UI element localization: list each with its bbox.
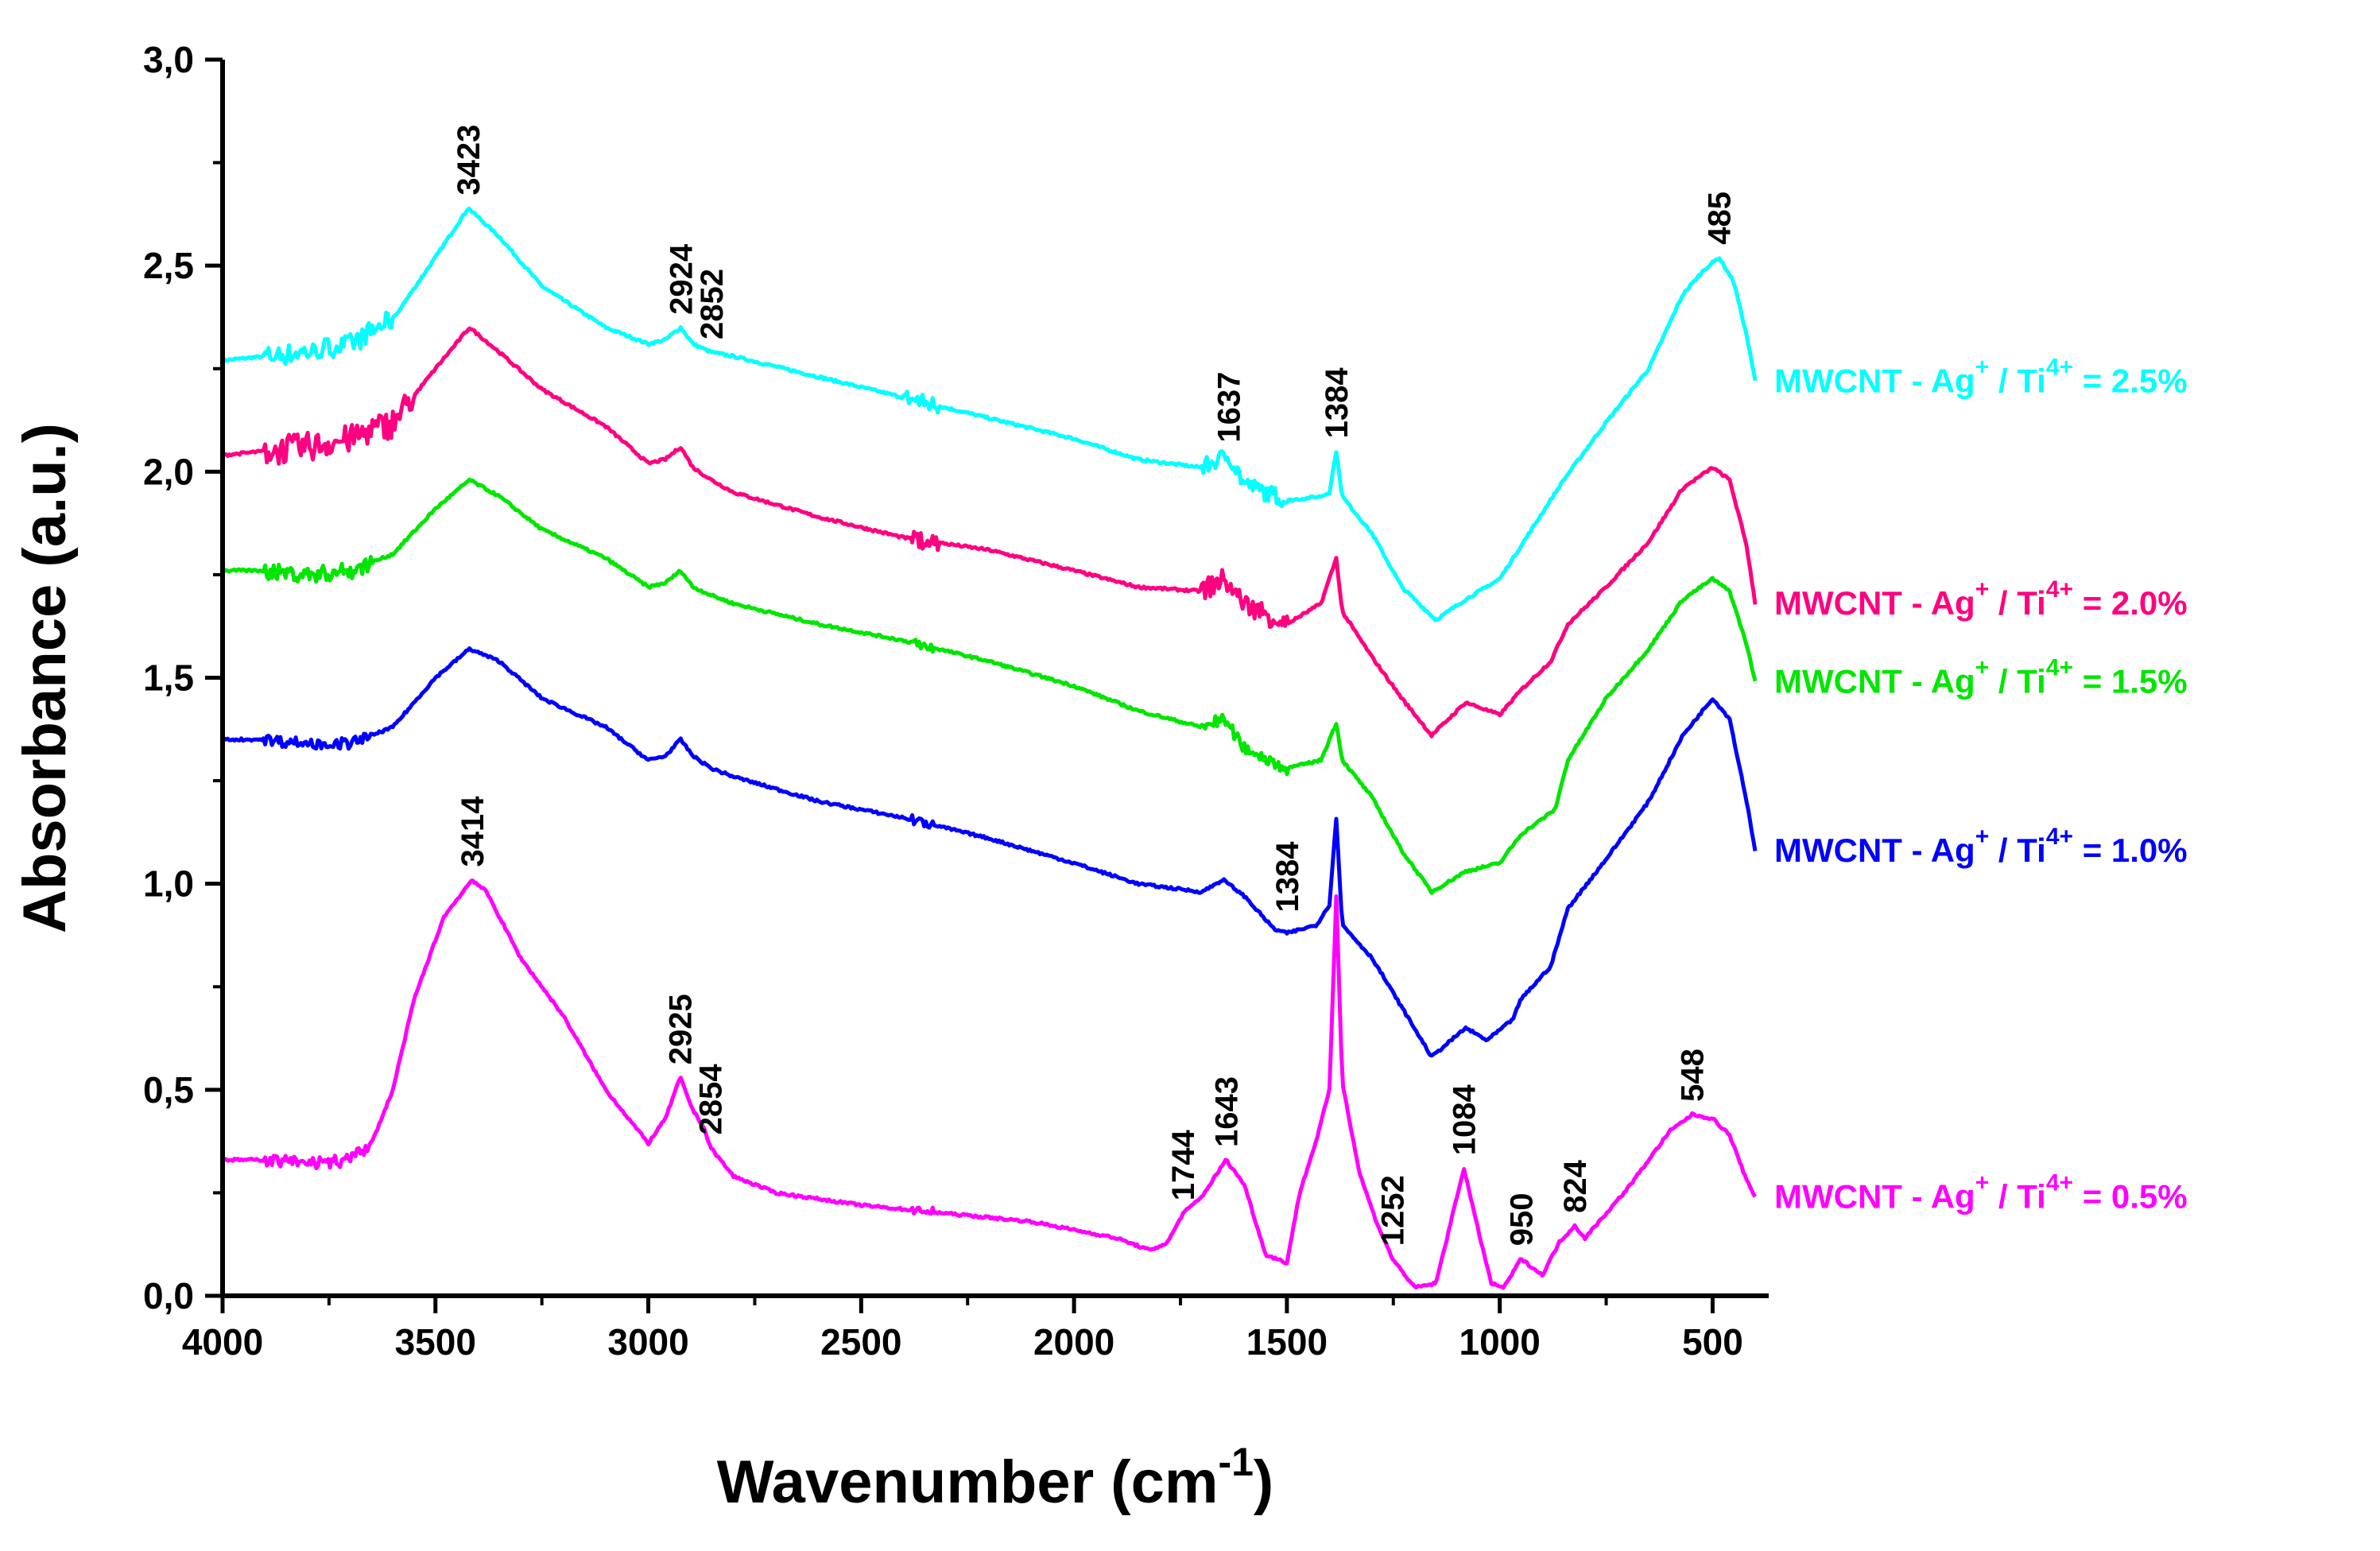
legend-text-part: = 1.5% [2073,663,2188,700]
peak-label: 1637 [1212,372,1247,443]
x-tick-label: 1000 [1459,1321,1540,1363]
legend-text-part: / Ti [1989,663,2046,700]
peak-label: 485 [1703,192,1738,245]
legend-text-part: 4+ [2046,824,2073,850]
peak-label: 1084 [1448,1084,1483,1156]
legend-text-part: / Ti [1989,584,2046,622]
peak-label: 1252 [1376,1175,1411,1246]
series-line-3 [220,646,1758,1058]
legend-entry-2: MWCNT - Ag+ / Ti4+ = 1.5% [1774,655,2188,700]
ticks-layer: 0,0 0,5 1,0 1,5 2,0 2,5 3,0 4000 3500 3000 2500 200… [143,39,1743,1363]
series-line-4 [222,878,1758,1290]
legend-text-part: / Ti [1989,362,2046,399]
legend-text-part: 4+ [2046,655,2073,681]
legend-text-part: = 0.5% [2073,1178,2188,1216]
legend-text-part: = 2.5% [2073,362,2188,399]
x-tick-label: 4000 [182,1321,263,1363]
peak-label: 2852 [695,269,730,339]
legend-text-part: + [1975,655,1990,681]
peak-label: 950 [1504,1193,1539,1247]
legend-text-part: / Ti [1989,1178,2046,1216]
legend-text-part: + [1975,1170,1990,1196]
x-axis-title-main: Wavenumber (cm [717,1448,1219,1516]
x-tick-label: 500 [1682,1321,1743,1363]
peak-label: 2924 [664,243,699,315]
legend-text-part: = 2.0% [2073,584,2188,622]
peak-label: 1643 [1209,1076,1244,1147]
legend-entry-0: MWCNT - Ag+ / Ti4+ = 2.5% [1774,354,2188,399]
peak-label: 1744 [1166,1130,1201,1201]
x-tick-label: 2000 [1033,1321,1114,1363]
y-axis-title: Absorbance (a.u.) [11,423,79,933]
peak-label: 548 [1676,1049,1711,1102]
peak-label: 1384 [1320,367,1355,439]
series-line-1 [221,326,1758,739]
legend-entry-1: MWCNT - Ag+ / Ti4+ = 2.0% [1774,576,2188,622]
y-tick-label: 3,0 [143,39,194,80]
legend-text-part: = 1.0% [2073,832,2188,869]
legend-text-part: / Ti [1989,832,2046,869]
legend: MWCNT - Ag+ / Ti4+ = 2.5%MWCNT - Ag+ / T… [1774,354,2188,1215]
y-tick-label: 0,5 [143,1069,194,1111]
axes [220,60,1769,1298]
y-tick-label: 1,5 [143,657,194,699]
peak-label: 2925 [664,994,699,1064]
legend-text-part: 4+ [2046,354,2073,380]
x-axis-title-sup: -1 [1218,1440,1253,1484]
legend-text-part: MWCNT - Ag [1774,362,1975,399]
peak-label: 1384 [1270,841,1305,913]
x-tick-label: 3000 [607,1321,688,1363]
x-tick-label: 3500 [395,1321,476,1363]
peak-label: 2854 [694,1064,729,1135]
legend-text-part: MWCNT - Ag [1774,1178,1975,1216]
legend-text-part: 4+ [2046,1170,2073,1196]
x-axis-title-tail: ) [1254,1448,1273,1516]
peak-label: 824 [1558,1159,1593,1212]
peak-label: 3414 [455,796,490,867]
peak-label: 3423 [452,125,486,196]
series-line-2 [222,477,1758,895]
y-tick-label: 2,5 [143,245,194,286]
legend-text-part: MWCNT - Ag [1774,663,1975,700]
legend-entry-3: MWCNT - Ag+ / Ti4+ = 1.0% [1774,824,2188,869]
series-line-0 [220,207,1758,622]
x-tick-label: 1500 [1246,1321,1328,1363]
x-axis-title: Wavenumber (cm-1) [717,1440,1273,1516]
y-tick-label: 2,0 [143,451,194,492]
y-tick-label: 0,0 [143,1275,194,1316]
x-tick-label: 2500 [820,1321,901,1363]
legend-entry-4: MWCNT - Ag+ / Ti4+ = 0.5% [1774,1170,2188,1216]
legend-text-part: 4+ [2046,576,2073,603]
y-tick-label: 1,0 [143,863,194,905]
legend-text-part: + [1975,576,1990,603]
series-layer [220,207,1758,1290]
legend-text-part: MWCNT - Ag [1774,832,1975,869]
legend-text-part: MWCNT - Ag [1774,584,1975,622]
legend-text-part: + [1975,354,1990,380]
legend-text-part: + [1975,824,1990,850]
